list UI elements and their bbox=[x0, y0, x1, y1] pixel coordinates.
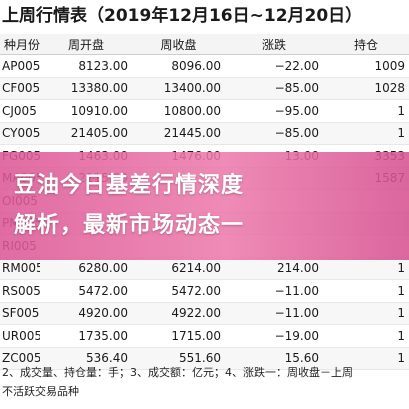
table-row: AP005 8123.00 8096.00 −22.00 1009 bbox=[0, 54, 409, 78]
cell-open-interest: 1 bbox=[323, 122, 409, 145]
page-title: 上周行情表（2019年12月16日~12月20日） bbox=[2, 6, 363, 26]
cell-weekly-close: 6214.00 bbox=[132, 257, 225, 280]
cell-weekly-open: 1735.00 bbox=[40, 324, 132, 348]
cell-weekly-open: 4920.00 bbox=[40, 302, 132, 325]
cell-contract: UR005 bbox=[0, 324, 40, 348]
cell-change: 15.60 bbox=[225, 347, 323, 370]
headline-banner bbox=[0, 152, 409, 260]
cell-change: −95.00 bbox=[225, 99, 323, 123]
cell-open-interest: 1009 bbox=[323, 54, 409, 78]
cell-weekly-close: 10800.00 bbox=[132, 99, 225, 123]
cell-contract: RS005 bbox=[0, 279, 40, 303]
cell-weekly-open: 5472.00 bbox=[40, 279, 132, 303]
cell-weekly-open: 21405.00 bbox=[40, 122, 132, 145]
cell-weekly-close: 4922.00 bbox=[132, 302, 225, 325]
cell-weekly-open: 10910.00 bbox=[40, 99, 132, 123]
table-row: SF005 4920.00 4922.00 −11.00 1 bbox=[0, 302, 409, 325]
headline-line-1: 豆油今日基差行情深度 bbox=[14, 173, 245, 198]
cell-weekly-close: 21445.00 bbox=[132, 122, 225, 145]
cell-change: −85.00 bbox=[225, 77, 323, 100]
table-row: CJ005 10910.00 10800.00 −95.00 1 bbox=[0, 99, 409, 123]
cell-change: −19.00 bbox=[225, 324, 323, 348]
cell-open-interest: 1 bbox=[323, 324, 409, 348]
cell-open-interest: 1028 bbox=[323, 77, 409, 100]
cell-contract: ZC005 bbox=[0, 347, 40, 370]
footnote-line-2: 不活跃交易品种 bbox=[2, 385, 79, 398]
cell-contract: CY005 bbox=[0, 122, 40, 145]
cell-weekly-open: 536.40 bbox=[40, 347, 132, 370]
cell-open-interest: 1 bbox=[323, 347, 409, 370]
cell-change: −11.00 bbox=[225, 279, 323, 303]
cell-open-interest: 1 bbox=[323, 279, 409, 303]
cell-weekly-close: 5472.00 bbox=[132, 279, 225, 303]
cell-weekly-close: 13400.00 bbox=[132, 77, 225, 100]
table-row: ZC005 536.40 551.60 15.60 1 bbox=[0, 347, 409, 370]
headline-line-2: 解析，最新市场动态一 bbox=[14, 213, 245, 238]
cell-contract: SF005 bbox=[0, 302, 40, 325]
cell-weekly-open: 13380.00 bbox=[40, 77, 132, 100]
cell-contract: CJ005 bbox=[0, 99, 40, 123]
cell-contract: AP005 bbox=[0, 54, 40, 78]
table-row: RM005 6280.00 6214.00 214.00 1 bbox=[0, 257, 409, 280]
cell-contract: RM005 bbox=[0, 257, 40, 280]
cell-change: −22.00 bbox=[225, 54, 323, 78]
cell-change: −11.00 bbox=[225, 302, 323, 325]
header-weekly-close: 周收盘 bbox=[132, 34, 225, 55]
cell-weekly-close: 1715.00 bbox=[132, 324, 225, 348]
cell-change: 214.00 bbox=[225, 257, 323, 280]
table-row: RS005 5472.00 5472.00 −11.00 1 bbox=[0, 279, 409, 303]
header-change: 涨跌 bbox=[225, 34, 323, 55]
cell-contract: CF005 bbox=[0, 77, 40, 100]
cell-open-interest: 1 bbox=[323, 302, 409, 325]
table-row: CY005 21405.00 21445.00 −85.00 1 bbox=[0, 122, 409, 145]
cell-change: −85.00 bbox=[225, 122, 323, 145]
cell-weekly-open: 6280.00 bbox=[40, 257, 132, 280]
cell-weekly-close: 8096.00 bbox=[132, 54, 225, 78]
cell-open-interest: 1 bbox=[323, 257, 409, 280]
header-open-interest: 持仓 bbox=[323, 34, 409, 55]
table-header-row: 种月份 周开盘 周收盘 涨跌 持仓 bbox=[0, 34, 409, 55]
table-row: CF005 13380.00 13400.00 −85.00 1028 bbox=[0, 77, 409, 100]
cell-weekly-open: 8123.00 bbox=[40, 54, 132, 78]
footnote: 2、成交量、持仓量：手；3、成交额：亿元；4、涨跌一：周收盘－上周 不活跃交易品… bbox=[2, 363, 407, 401]
header-weekly-open: 周开盘 bbox=[40, 34, 132, 55]
table-row: UR005 1735.00 1715.00 −19.00 1 bbox=[0, 324, 409, 348]
header-contract: 种月份 bbox=[0, 34, 40, 55]
cell-open-interest: 1 bbox=[323, 99, 409, 123]
headline: 豆油今日基差行情深度 解析，最新市场动态一 bbox=[14, 166, 409, 246]
footnote-line-1: 2、成交量、持仓量：手；3、成交额：亿元；4、涨跌一：周收盘－上周 bbox=[2, 366, 353, 379]
cell-weekly-close: 551.60 bbox=[132, 347, 225, 370]
